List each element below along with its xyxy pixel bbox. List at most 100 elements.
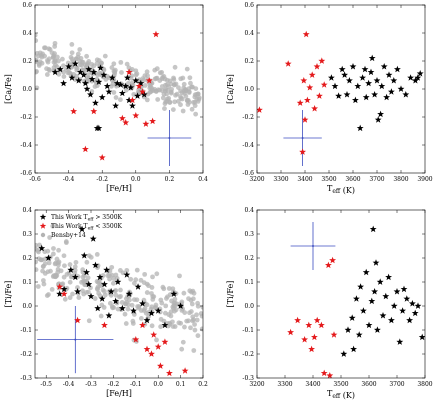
hot-star-point xyxy=(92,261,99,269)
y-tick-label: -0.1 xyxy=(20,327,32,334)
bensby-point xyxy=(192,103,198,109)
bensby-point xyxy=(114,276,120,281)
bensby-point xyxy=(119,70,124,75)
y-tick-label: 0.3 xyxy=(244,231,254,238)
hot-star-point xyxy=(335,92,343,99)
y-tick-label: 0.4 xyxy=(22,207,32,214)
bensby-point xyxy=(67,279,73,285)
bensby-point xyxy=(52,40,58,46)
bensby-point xyxy=(75,285,80,290)
bensby-point xyxy=(190,318,196,324)
hot-star-point xyxy=(416,70,424,77)
bensby-point xyxy=(41,281,47,287)
cool-star-point xyxy=(306,84,314,91)
bensby-point xyxy=(40,268,45,274)
hot-star-point xyxy=(343,91,351,98)
bensby-point xyxy=(189,106,195,112)
y-tick-label: -0.6 xyxy=(20,170,32,177)
y-tick-label: -0.4 xyxy=(242,142,254,149)
cool-star-point xyxy=(90,107,98,115)
bensby-point xyxy=(125,80,131,86)
x-tick-label: -0.2 xyxy=(108,381,120,388)
y-tick-label: 0.2 xyxy=(244,58,254,65)
hot-star-point xyxy=(87,91,94,98)
bensby-point xyxy=(142,306,148,311)
hot-star-point xyxy=(402,91,410,98)
hot-star-point xyxy=(98,295,106,302)
bensby-point xyxy=(186,86,192,91)
bensby-point xyxy=(39,60,45,66)
cool-star-point xyxy=(310,333,318,341)
bensby-point xyxy=(138,316,144,321)
hot-star-point xyxy=(345,77,353,84)
y-tick-label: 0.1 xyxy=(22,279,32,286)
bensby-point xyxy=(192,94,198,100)
hot-star-point xyxy=(95,78,103,85)
cool-star-point xyxy=(320,369,328,377)
cool-star-point xyxy=(157,362,164,369)
hot-star-point xyxy=(411,77,419,84)
hot-star-point xyxy=(60,285,68,293)
hot-star-point xyxy=(411,309,419,317)
x-tick-label: 0.2 xyxy=(165,176,175,183)
bensby-point xyxy=(171,300,177,306)
cool-star-point xyxy=(301,116,309,123)
hot-star-point xyxy=(112,102,120,109)
hot-star-point xyxy=(127,84,135,91)
bensby-point xyxy=(195,91,201,97)
plot-area xyxy=(35,30,202,166)
bensby-point xyxy=(111,90,117,95)
bensby-point xyxy=(35,284,41,289)
x-tick-label: 3700 xyxy=(389,381,404,388)
bensby-point xyxy=(124,267,130,273)
hot-star-point xyxy=(348,314,356,321)
bensby-point xyxy=(118,287,123,293)
hot-star-point xyxy=(132,77,140,84)
bensby-point xyxy=(51,59,57,65)
hot-star-point xyxy=(376,278,384,285)
cool-star-point xyxy=(139,88,146,95)
bensby-point xyxy=(191,290,197,296)
cool-star-point xyxy=(149,117,157,125)
hot-star-point xyxy=(170,290,178,297)
hot-star-point xyxy=(338,65,346,73)
bensby-point xyxy=(158,316,164,322)
bensby-point xyxy=(184,66,190,72)
hot-star-point xyxy=(352,295,360,302)
hot-star-point xyxy=(88,75,96,83)
x-tick-label: 0.0 xyxy=(153,381,163,388)
hot-star-point xyxy=(85,65,93,73)
x-axis-label: Teff (K) xyxy=(327,184,355,195)
hot-star-point xyxy=(385,71,393,78)
bensby-point xyxy=(198,311,203,316)
hot-star-point xyxy=(94,304,102,312)
x-tick-label: 0.4 xyxy=(198,176,208,183)
hot-star-point xyxy=(340,350,348,357)
bensby-point xyxy=(153,89,159,94)
hot-star-point xyxy=(372,259,380,266)
bensby-point xyxy=(161,286,167,292)
cool-star-point xyxy=(317,321,325,329)
bensby-point xyxy=(189,301,195,307)
hot-star-point xyxy=(80,71,88,78)
hot-star-point xyxy=(396,338,404,345)
hot-star-point xyxy=(101,280,108,288)
bensby-point xyxy=(56,247,62,253)
y-tick-label: 0.4 xyxy=(244,207,254,214)
hot-star-point xyxy=(399,307,407,314)
bensby-point xyxy=(36,256,42,262)
bensby-point xyxy=(76,295,82,301)
bensby-point xyxy=(149,285,155,290)
hot-star-point xyxy=(105,312,113,319)
hot-star-point xyxy=(60,79,67,87)
hot-star-point xyxy=(87,292,95,300)
cool-star-point xyxy=(257,106,263,113)
hot-star-point xyxy=(418,333,425,341)
hot-star-point xyxy=(393,288,401,295)
bensby-point xyxy=(35,38,39,43)
hot-star-point xyxy=(356,124,364,132)
bensby-point xyxy=(181,88,187,94)
cool-star-point xyxy=(324,261,332,269)
cool-star-point xyxy=(301,336,309,343)
